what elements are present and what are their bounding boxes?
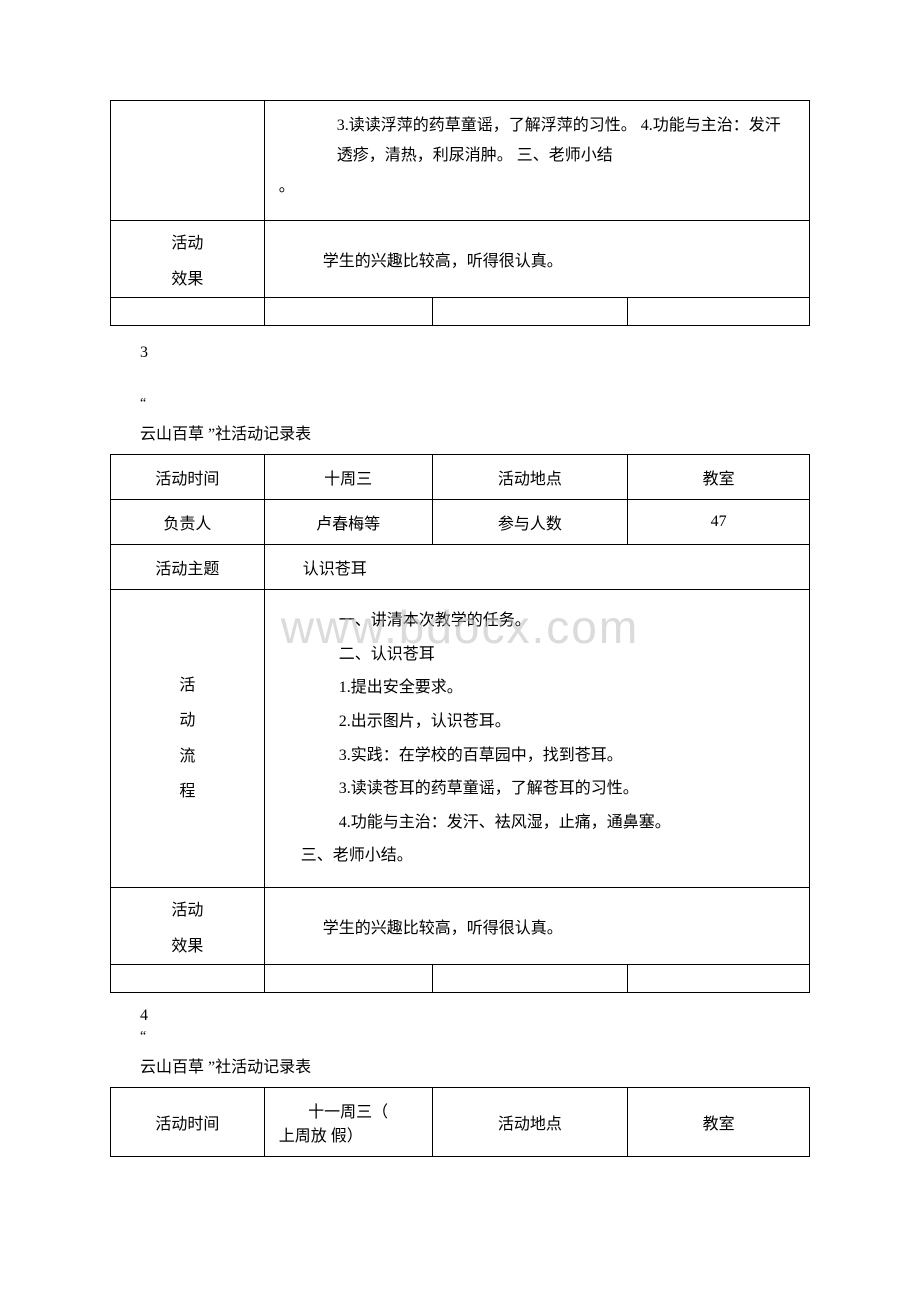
result-label-2: 效果 <box>117 265 258 289</box>
flow-label-char: 动 <box>117 703 258 738</box>
result-text-cell: 学生的兴趣比较高，听得很认真。 <box>264 221 809 298</box>
table-row-empty <box>111 298 810 326</box>
flow-text: 3.读读浮萍的药草童谣，了解浮萍的习性。 4.功能与主治：发汗透疹，清热，利尿消… <box>279 111 795 172</box>
section-number-4: 4 <box>110 993 810 1025</box>
flow-line: 1.提出安全要求。 <box>281 671 793 705</box>
value-place: 教室 <box>628 455 810 500</box>
flow-label-cell: 活 动 流 程 <box>111 590 265 888</box>
table-row-empty <box>111 964 810 992</box>
table-row: 活动 效果 学生的兴趣比较高，听得很认真。 <box>111 221 810 298</box>
empty-cell <box>628 964 810 992</box>
flow-line: 3.读读苍耳的药草童谣，了解苍耳的习性。 <box>281 772 793 806</box>
empty-cell <box>264 964 432 992</box>
flow-line: 2.出示图片，认识苍耳。 <box>281 705 793 739</box>
label-place: 活动地点 <box>432 455 628 500</box>
section-quote-3: “ <box>110 384 810 414</box>
value-leader: 卢春梅等 <box>264 500 432 545</box>
label-time: 活动时间 <box>111 455 265 500</box>
table-row: 活动时间 十一周三（ 上周放 假） 活动地点 教室 <box>111 1087 810 1156</box>
label-leader: 负责人 <box>111 500 265 545</box>
flow-line: 3.实践：在学校的百草园中，找到苍耳。 <box>281 739 793 773</box>
result-label-2: 效果 <box>117 932 258 956</box>
table-row: 负责人 卢春梅等 参与人数 47 <box>111 500 810 545</box>
flow-label-char: 流 <box>117 739 258 774</box>
flow-content-cell: 一、讲清本次教学的任务。 二、认识苍耳 1.提出安全要求。 2.出示图片，认识苍… <box>264 590 809 888</box>
value-place: 教室 <box>628 1087 810 1156</box>
result-text: 学生的兴趣比较高，听得很认真。 <box>323 920 563 937</box>
flow-line: 一、讲清本次教学的任务。 <box>281 604 793 638</box>
label-topic: 活动主题 <box>111 545 265 590</box>
result-label-cell: 活动 效果 <box>111 221 265 298</box>
flow-label-char: 程 <box>117 774 258 809</box>
value-time: 十一周三（ 上周放 假） <box>264 1087 432 1156</box>
section-number-3: 3 <box>110 326 810 366</box>
result-label-1: 活动 <box>117 896 258 920</box>
flow-label-cell <box>111 101 265 221</box>
table-1: 3.读读浮萍的药草童谣，了解浮萍的习性。 4.功能与主治：发汗透疹，清热，利尿消… <box>110 100 810 326</box>
label-place: 活动地点 <box>432 1087 628 1156</box>
empty-cell <box>111 964 265 992</box>
flow-line: 4.功能与主治：发汗、袪风湿，止痛，通鼻塞。 <box>281 806 793 840</box>
value-topic: 认识苍耳 <box>264 545 809 590</box>
empty-cell <box>111 298 265 326</box>
empty-cell <box>432 964 628 992</box>
table-3: 活动时间 十一周三（ 上周放 假） 活动地点 教室 <box>110 1087 810 1157</box>
value-time: 十周三 <box>264 455 432 500</box>
flow-line: 二、认识苍耳 <box>281 638 793 672</box>
flow-label-char: 活 <box>117 668 258 703</box>
flow-text-end: 。 <box>279 178 295 195</box>
label-time: 活动时间 <box>111 1087 265 1156</box>
section-quote-4: “ <box>110 1025 810 1047</box>
result-label-1: 活动 <box>117 229 258 253</box>
table-row: 活动时间 十周三 活动地点 教室 <box>111 455 810 500</box>
time-line1: 十一周三（ <box>271 1098 426 1122</box>
empty-cell <box>432 298 628 326</box>
section-title-3: 云山百草 ”社活动记录表 <box>110 414 810 454</box>
table-row: 活 动 流 程 一、讲清本次教学的任务。 二、认识苍耳 1.提出安全要求。 2.… <box>111 590 810 888</box>
flow-content-cell: 3.读读浮萍的药草童谣，了解浮萍的习性。 4.功能与主治：发汗透疹，清热，利尿消… <box>264 101 809 221</box>
table-2: 活动时间 十周三 活动地点 教室 负责人 卢春梅等 参与人数 47 活动主题 认… <box>110 454 810 993</box>
result-text-cell: 学生的兴趣比较高，听得很认真。 <box>264 887 809 964</box>
flow-line: 三、老师小结。 <box>281 839 793 873</box>
result-text: 学生的兴趣比较高，听得很认真。 <box>323 253 563 270</box>
table-row: 3.读读浮萍的药草童谣，了解浮萍的习性。 4.功能与主治：发汗透疹，清热，利尿消… <box>111 101 810 221</box>
result-label-cell: 活动 效果 <box>111 887 265 964</box>
section-title-4: 云山百草 ”社活动记录表 <box>110 1047 810 1087</box>
empty-cell <box>264 298 432 326</box>
empty-cell <box>628 298 810 326</box>
table-row: 活动 效果 学生的兴趣比较高，听得很认真。 <box>111 887 810 964</box>
label-count: 参与人数 <box>432 500 628 545</box>
page-container: 3.读读浮萍的药草童谣，了解浮萍的习性。 4.功能与主治：发汗透疹，清热，利尿消… <box>0 0 920 1217</box>
table-row: 活动主题 认识苍耳 <box>111 545 810 590</box>
value-count: 47 <box>628 500 810 545</box>
time-line2: 上周放 假） <box>271 1122 426 1146</box>
